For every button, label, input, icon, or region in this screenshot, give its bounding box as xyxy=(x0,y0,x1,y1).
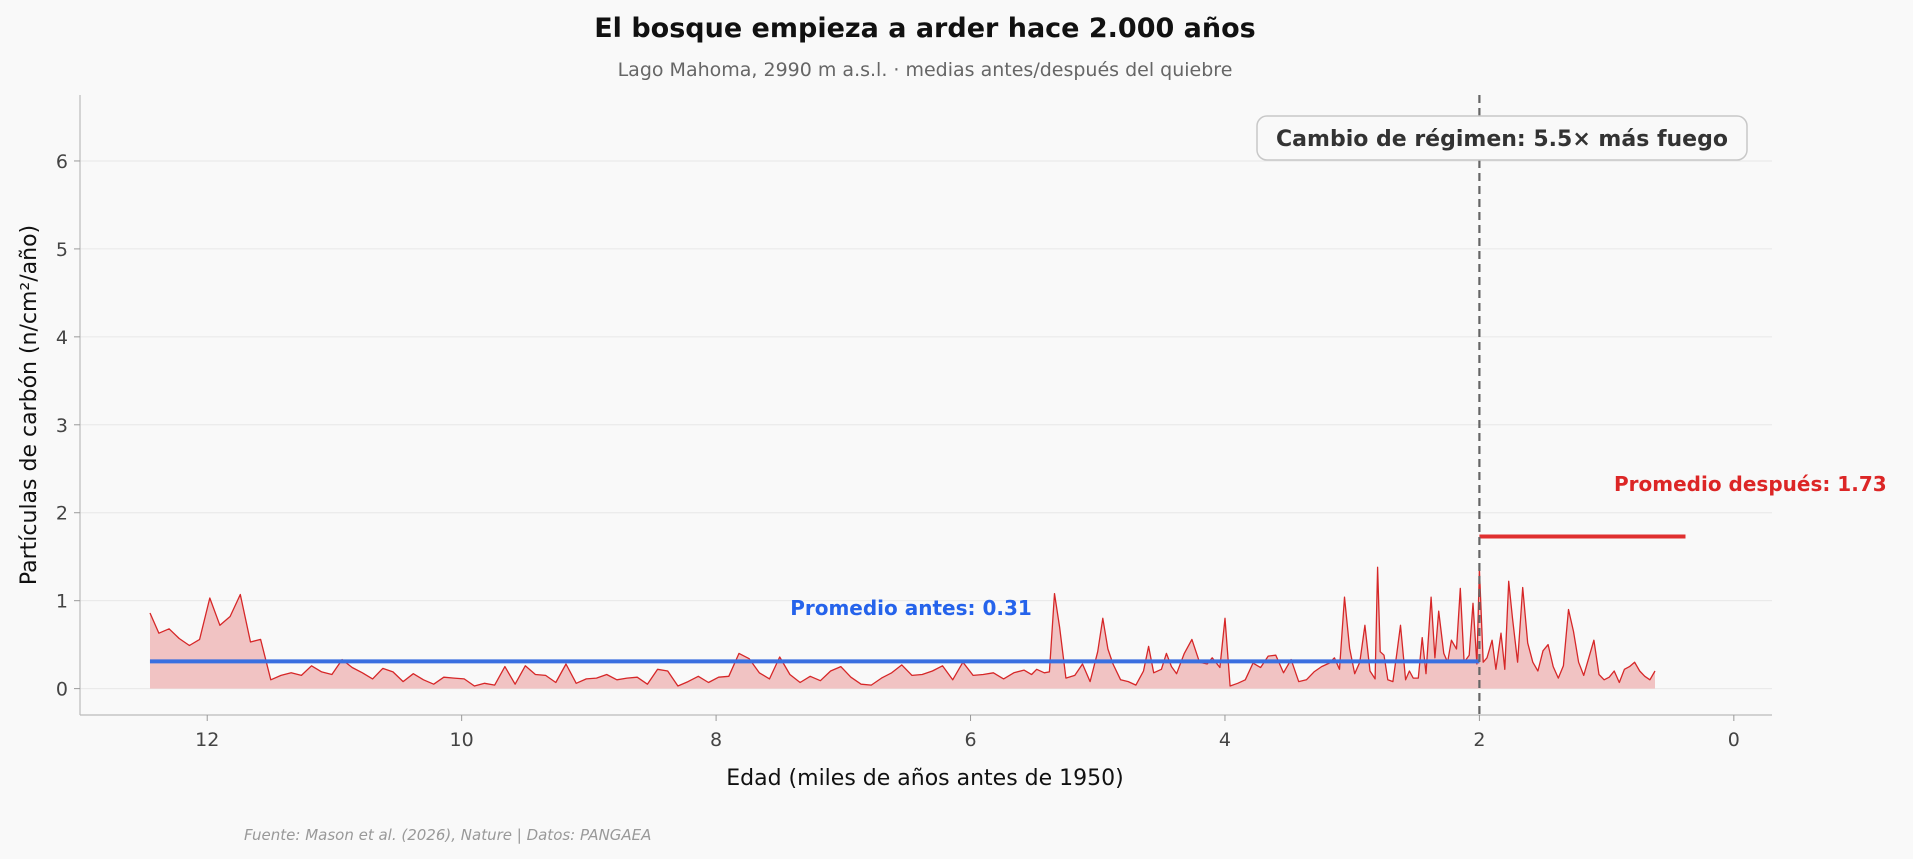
regime-annotation-text: Cambio de régimen: 5.5× más fuego xyxy=(1276,127,1728,152)
y-tick-label-4: 4 xyxy=(56,327,68,349)
area-fill-path-0 xyxy=(150,567,1655,689)
y-tick-label-6: 6 xyxy=(56,151,68,173)
source-note: Fuente: Mason et al. (2026), Nature | Da… xyxy=(244,826,651,844)
x-axis-label: Edad (miles de años antes de 1950) xyxy=(726,766,1123,791)
mean-lines xyxy=(149,534,1686,664)
y-tick-label-5: 5 xyxy=(56,239,68,261)
data-line-path-0 xyxy=(149,566,1656,687)
x-tick-label-12: 12 xyxy=(195,729,219,751)
x-tick-label-8: 8 xyxy=(710,729,722,751)
mean-after-label: Promedio después: 1.73 xyxy=(1614,472,1887,496)
mean-before-label: Promedio antes: 0.31 xyxy=(790,596,1032,620)
grid-lines xyxy=(80,160,1772,690)
y-axis-label: Partículas de carbón (n/cm²/año) xyxy=(17,225,42,585)
x-ticks: 12 10 8 6 4 2 0 xyxy=(195,715,1740,751)
y-ticks: 0 1 2 3 4 5 6 xyxy=(56,151,80,701)
x-tick-label-4: 4 xyxy=(1219,729,1231,751)
x-tick-label-6: 6 xyxy=(964,729,976,751)
x-tick-label-2: 2 xyxy=(1473,729,1485,751)
x-tick-label-0: 0 xyxy=(1728,729,1740,751)
regime-annotation: Cambio de régimen: 5.5× más fuego xyxy=(1256,115,1748,161)
data-line xyxy=(149,566,1656,687)
area-fill xyxy=(150,567,1655,689)
chart-title: El bosque empieza a arder hace 2.000 año… xyxy=(594,13,1256,44)
y-tick-label-3: 3 xyxy=(56,415,68,437)
x-tick-label-10: 10 xyxy=(450,729,474,751)
chart-subtitle: Lago Mahoma, 2990 m a.s.l. · medias ante… xyxy=(618,59,1233,81)
y-tick-label-2: 2 xyxy=(56,503,68,525)
regime-annotation-box xyxy=(1256,115,1748,161)
y-tick-label-0: 0 xyxy=(56,679,68,701)
y-tick-label-1: 1 xyxy=(56,591,68,613)
